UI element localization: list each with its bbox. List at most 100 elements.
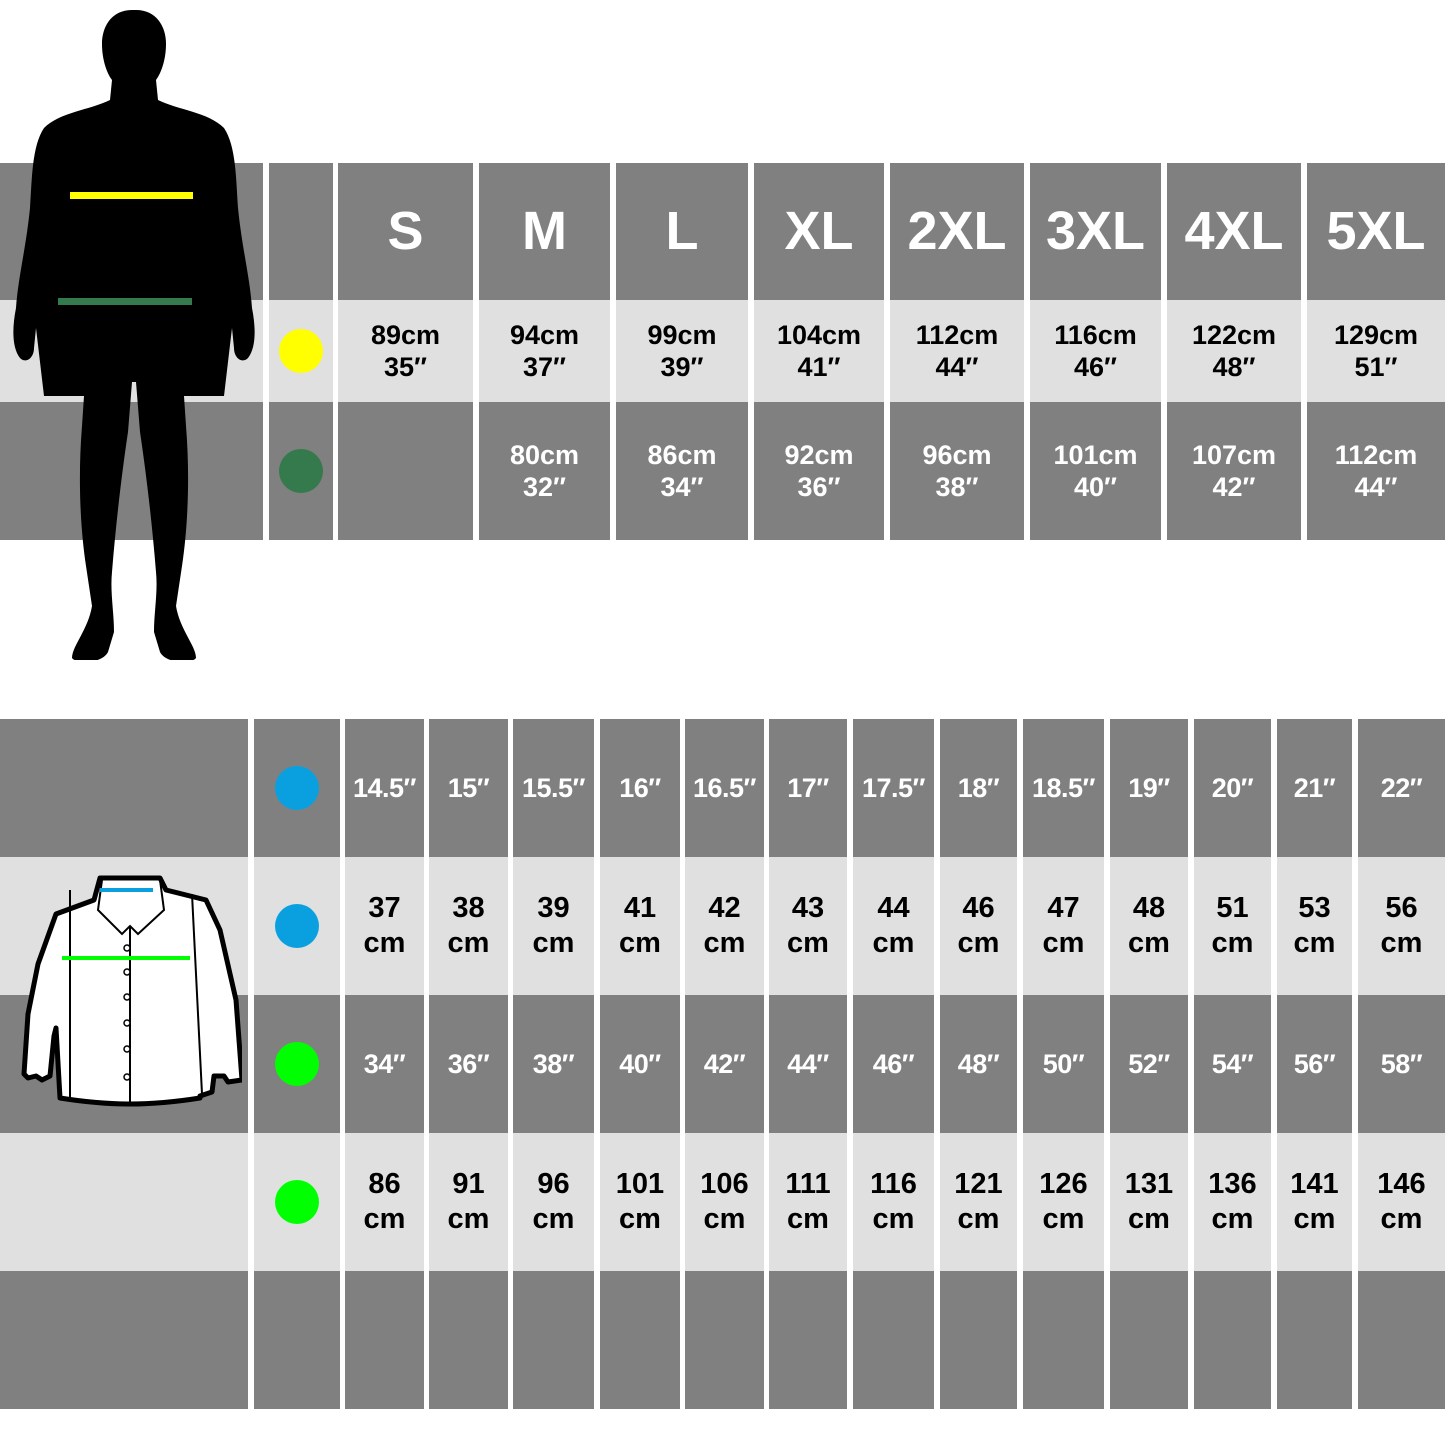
value: 48 [1132,892,1166,925]
table-cell: 43 cm [769,857,847,995]
waist-line [58,298,192,305]
size-header: 5XL [1307,163,1445,300]
value-cm: 129cm [1333,319,1419,350]
table-cell: 136 cm [1194,1133,1271,1271]
value-inch: 44″ [1354,472,1398,502]
value: 52″ [1128,1048,1170,1079]
value: 16.5″ [693,772,756,803]
value: cm [872,1203,915,1235]
value: cm [1042,1203,1085,1235]
value-inch: 44″ [935,352,979,382]
marker-cell [254,1271,340,1409]
value: 34″ [363,1048,406,1079]
value: 48″ [957,1048,1000,1079]
value-cm: 99cm [647,319,717,350]
table-cell: 15.5″ [513,719,594,857]
value: cm [619,1203,661,1235]
value: 21″ [1293,772,1336,803]
size-header: 2XL [890,163,1024,300]
value: cm [1380,1203,1423,1235]
value: 18″ [957,772,1000,803]
table-cell: 101cm 40″ [1030,402,1161,540]
value-inch: 38″ [935,472,979,502]
value: 17″ [787,772,829,803]
table-cell: 22″ [1358,719,1445,857]
table-cell: 131 cm [1110,1133,1188,1271]
chest-inch-marker-icon [275,1042,319,1086]
table-cell: 51 cm [1194,857,1271,995]
value: 17.5″ [862,772,925,803]
table-cell: 96cm 38″ [890,402,1024,540]
value: 91 [452,1168,485,1201]
table-cell: 38 cm [429,857,508,995]
table-cell: 80cm 32″ [479,402,610,540]
body-silhouette-icon [13,10,255,660]
value-cm: 122cm [1191,319,1277,350]
label-cell [0,719,248,857]
table-cell: 15″ [429,719,508,857]
table-cell: 44 cm [853,857,934,995]
value: 16″ [619,772,661,803]
value-inch: 42″ [1212,472,1256,502]
size-header: XL [754,163,884,300]
label-cell [0,1271,248,1409]
value: cm [532,927,575,959]
size-label: 3XL [1045,201,1146,262]
value-cm: 101cm [1053,439,1138,470]
value: 40″ [619,1048,661,1079]
value: 51 [1216,892,1249,925]
value: cm [447,927,490,959]
value: cm [1211,927,1254,959]
value: 15″ [447,772,490,803]
value-inch: 48″ [1212,352,1256,382]
size-label: M [522,201,567,262]
value-cm: 112cm [1334,439,1418,470]
waist-marker-icon [279,449,323,493]
table-cell [600,1271,680,1409]
table-cell: 116cm 46″ [1030,300,1161,402]
shirt-icon [21,875,242,1107]
chest-marker-icon [279,329,323,373]
marker-cell [269,163,333,300]
table-cell: 48″ [940,995,1017,1133]
label-cell [0,402,263,540]
marker-cell [269,402,333,540]
value: cm [1128,1203,1170,1235]
table-cell: 104cm 41″ [754,300,884,402]
table-cell [1023,1271,1104,1409]
value: 20″ [1211,772,1254,803]
value: cm [787,927,829,959]
table-cell: 47 cm [1023,857,1104,995]
value: 121 [954,1168,1003,1201]
table-cell: 20″ [1194,719,1271,857]
table-cell: 44″ [769,995,847,1133]
table-cell: 111 cm [769,1133,847,1271]
table-cell [685,1271,764,1409]
value: 86 [368,1168,401,1201]
value: cm [447,1203,490,1235]
chest-line-shirt [62,956,190,960]
table-cell: 17.5″ [853,719,934,857]
value: 42″ [703,1048,746,1079]
size-label: S [387,201,424,262]
value: cm [363,1203,406,1235]
table-cell: 107cm 42″ [1167,402,1301,540]
chest-cm-marker-icon [275,1180,319,1224]
value: 131 [1124,1168,1174,1201]
table-cell: 16″ [600,719,680,857]
value: cm [363,927,406,959]
value-cm: 80cm [509,439,580,470]
value-cm: 116cm [1054,319,1137,350]
table-cell [345,1271,424,1409]
value: 47 [1047,892,1080,925]
value: cm [1293,1203,1336,1235]
value-inch: 34″ [660,472,704,502]
value-inch: 36″ [797,472,841,502]
table-cell: 18″ [940,719,1017,857]
value: cm [1293,927,1336,959]
value: cm [787,1203,829,1235]
table-cell: 42″ [685,995,764,1133]
collar-cm-marker-icon [275,904,319,948]
value-cm: 92cm [784,439,854,470]
value: 43 [791,892,825,925]
